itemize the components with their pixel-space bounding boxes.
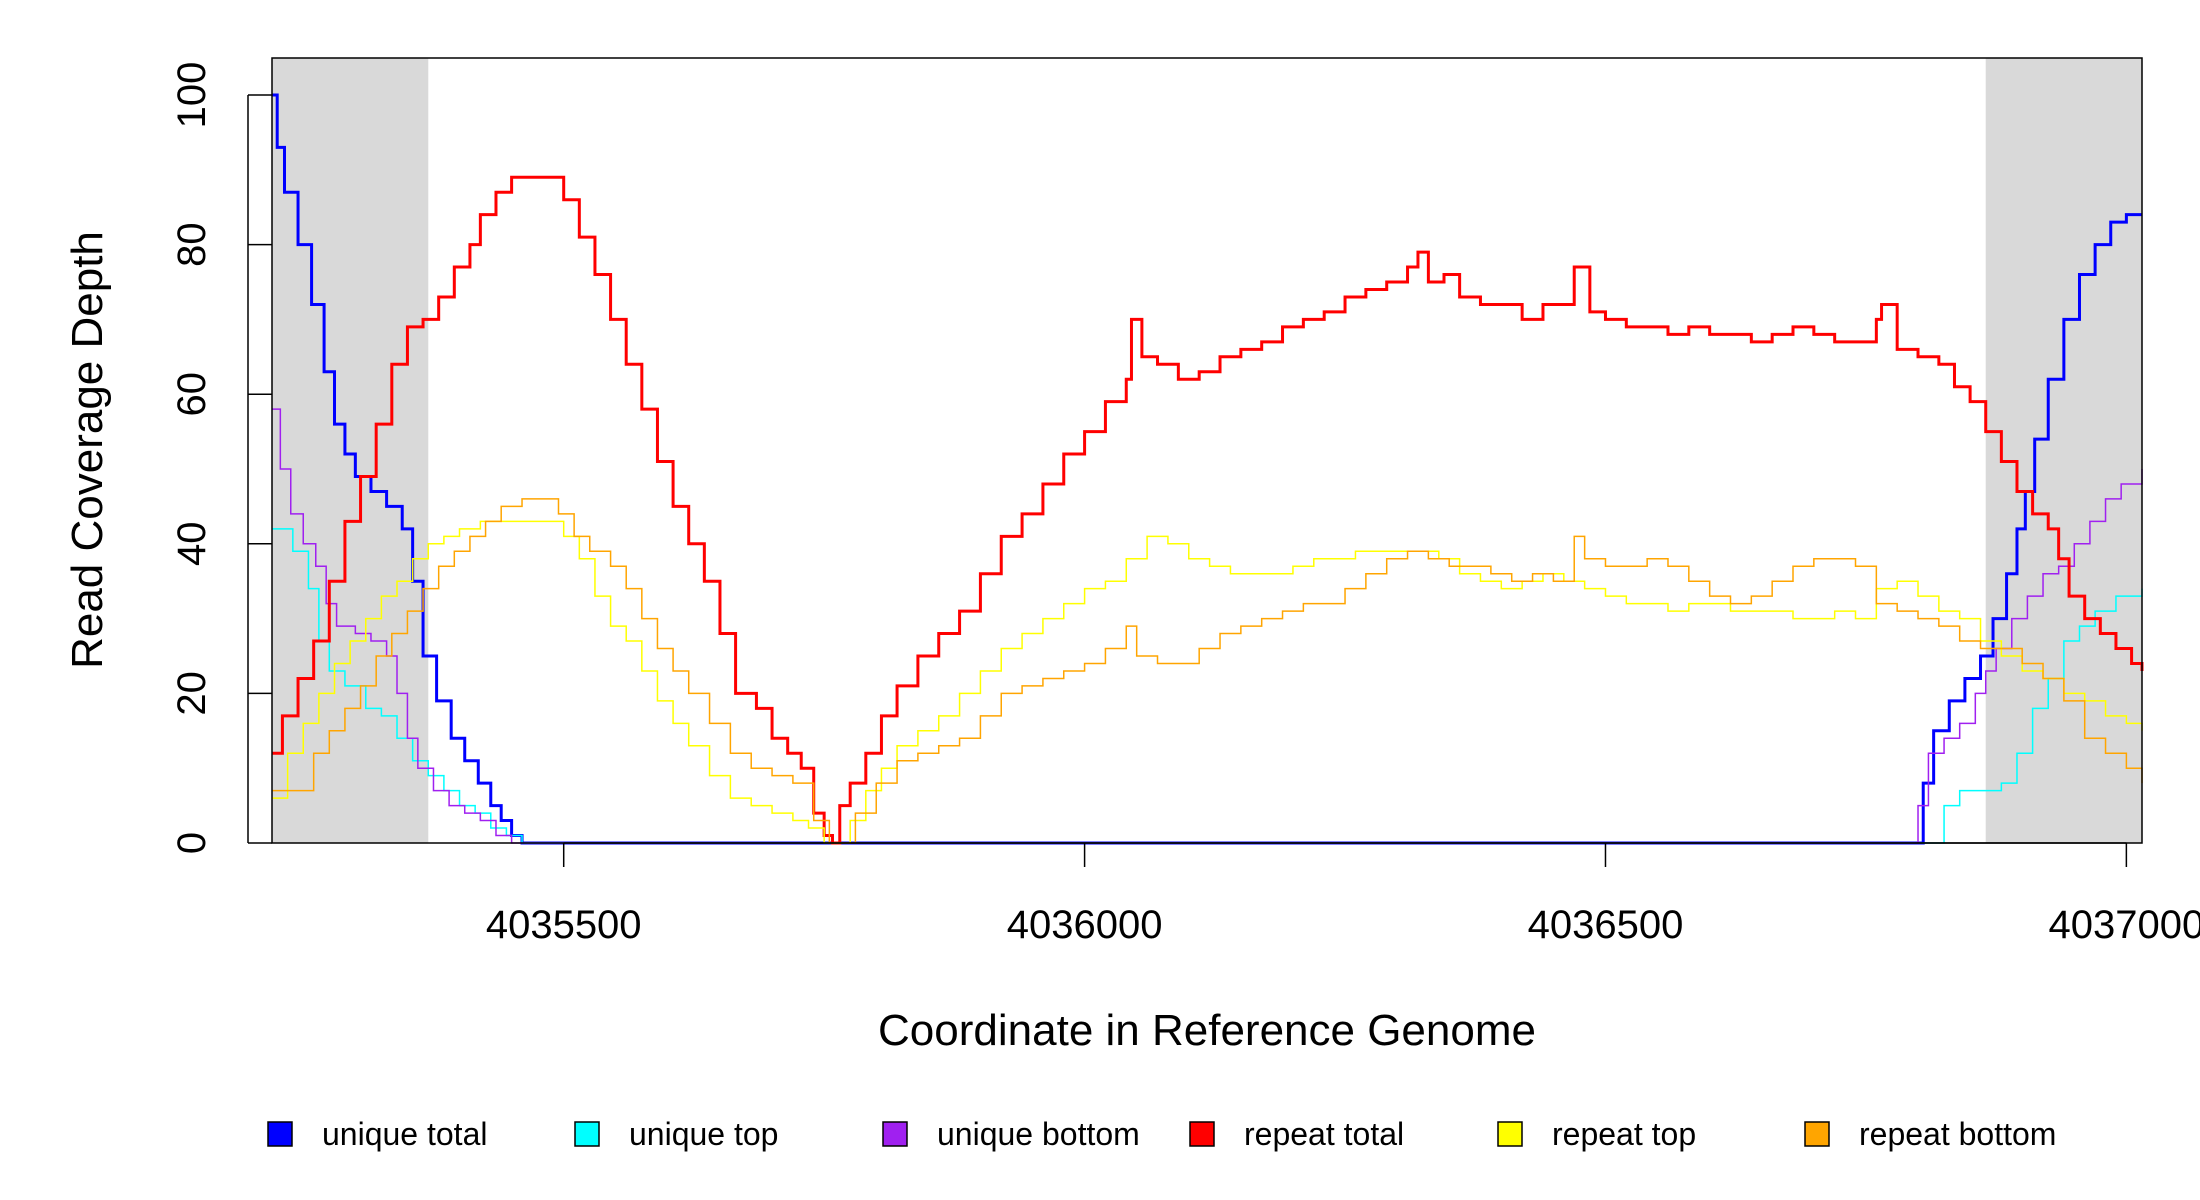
shaded-region-0: [272, 58, 429, 843]
shaded-region-1: [1985, 58, 2142, 843]
x-tick-label-3: 4037000: [2049, 903, 2200, 947]
plot-frame: [271, 57, 2143, 844]
legend-item-unique-total: unique total: [267, 1116, 487, 1152]
legend-swatch: [1804, 1121, 1830, 1147]
series-lines: [272, 93, 2144, 845]
legend-item-unique-bottom: unique bottom: [882, 1116, 1140, 1152]
legend-label: repeat bottom: [1859, 1116, 2056, 1152]
series-repeat-bottom: [272, 498, 2143, 844]
legend-swatch: [882, 1121, 908, 1147]
x-tick-label-2: 4036500: [1528, 903, 1684, 947]
y-tick-label-5: 100: [170, 62, 214, 129]
legend-swatch: [1497, 1121, 1523, 1147]
y-tick-label-3: 60: [170, 372, 214, 417]
legend-swatch: [267, 1121, 293, 1147]
legend-swatch: [1189, 1121, 1215, 1147]
legend-label: unique total: [322, 1116, 487, 1152]
series-repeat-total: [272, 175, 2144, 845]
y-tick-label-0: 0: [170, 832, 214, 854]
y-tick-label-4: 80: [170, 222, 214, 267]
series-unique-total: [272, 93, 2142, 845]
legend-label: repeat total: [1244, 1116, 1404, 1152]
legend-swatch: [574, 1121, 600, 1147]
legend-item-repeat-bottom: repeat bottom: [1804, 1116, 2056, 1152]
series-unique-bottom: [272, 408, 2143, 844]
legend-item-repeat-top: repeat top: [1497, 1116, 1696, 1152]
legend: unique total unique top unique bottom repea…: [267, 1116, 2056, 1152]
series-unique-top: [272, 528, 2143, 844]
legend-label: unique top: [629, 1116, 778, 1152]
y-tick-label-1: 20: [170, 671, 214, 716]
x-axis-title: Coordinate in Reference Genome: [878, 1006, 1536, 1055]
legend-label: unique bottom: [937, 1116, 1140, 1152]
legend-label: repeat top: [1552, 1116, 1696, 1152]
y-axis-title: Read Coverage Depth: [63, 231, 112, 669]
y-tick-label-2: 40: [170, 522, 214, 567]
axes: 0 20 40 60 80 100 4035500 4036000 4036500 4037000: [170, 62, 2200, 947]
series-repeat-top: [272, 520, 2143, 844]
legend-item-unique-top: unique top: [574, 1116, 778, 1152]
x-tick-label-0: 4035500: [486, 903, 642, 947]
legend-item-repeat-total: repeat total: [1189, 1116, 1404, 1152]
x-tick-label-1: 4036000: [1007, 903, 1163, 947]
shaded-regions: [272, 58, 2142, 843]
